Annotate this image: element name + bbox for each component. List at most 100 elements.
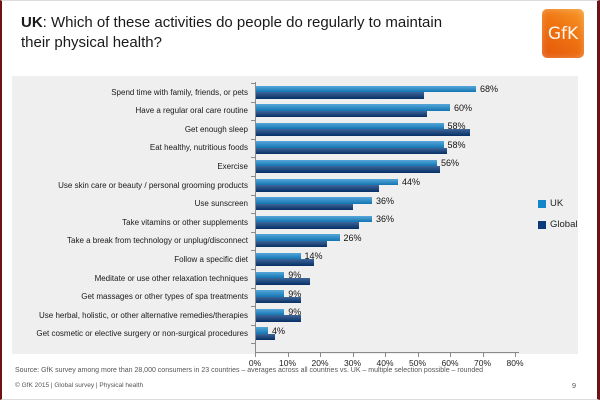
gfk-logo-text: GfK: [547, 23, 579, 44]
category-label: Meditate or use other relaxation techniq…: [94, 273, 248, 283]
bar-global: [255, 185, 379, 192]
category-label: Use sunscreen: [194, 199, 248, 209]
value-label: 36%: [376, 214, 395, 225]
bar-uk: [255, 308, 285, 316]
x-axis-tick-label: 0%: [248, 358, 262, 368]
copyright-note: © GfK 2015 | Global survey | Physical he…: [15, 382, 144, 389]
x-axis-tick: [482, 353, 484, 357]
legend-label: Global: [550, 219, 578, 230]
legend-item-uk: UK: [538, 198, 577, 209]
bar-uk: [255, 104, 450, 111]
source-note: Source: GfK survey among more than 28,00…: [15, 367, 484, 374]
bar-global: [255, 296, 301, 304]
bar-uk: [255, 141, 444, 148]
value-label: 9%: [288, 288, 302, 299]
category-label: Have a regular oral care routine: [135, 106, 248, 116]
x-axis-tick: [255, 353, 256, 357]
value-label: 56%: [441, 158, 460, 169]
x-axis: [255, 352, 519, 353]
bar-global: [255, 110, 428, 118]
value-label: 68%: [480, 84, 499, 94]
chart-row: Get cosmetic or elective surgery or non-…: [12, 326, 578, 345]
x-axis-tick: [450, 353, 451, 357]
category-label: Follow a specific diet: [174, 254, 248, 264]
category-label: Use skin care or beauty / personal groom…: [58, 180, 248, 190]
category-label: Take a break from technology or unplug/d…: [67, 236, 248, 246]
y-axis-tick: [251, 101, 255, 103]
value-label: 58%: [447, 121, 466, 132]
y-axis-tick: [251, 269, 255, 270]
value-label: 9%: [288, 270, 302, 280]
category-label: Spend time with family, friends, or pets: [111, 87, 248, 97]
x-axis-tick-label: 20%: [311, 358, 329, 368]
title-bold-prefix: UK: [21, 14, 43, 31]
page-number: 9: [571, 381, 576, 390]
bar-global: [255, 129, 470, 136]
y-axis-tick: [251, 306, 255, 308]
gfk-logo: GfK: [542, 9, 584, 58]
chart-row: Take vitamins or other supplements 36%: [12, 214, 578, 233]
page-title: UK: Which of these activities do people …: [21, 13, 466, 54]
bar-uk: [255, 178, 398, 185]
value-label: 44%: [402, 177, 421, 187]
bar-uk: [255, 85, 476, 92]
x-axis-tick-label: 50%: [408, 358, 426, 368]
y-axis-tick: [251, 176, 255, 177]
x-axis-tick-label: 80%: [506, 358, 524, 368]
category-label: Use herbal, holistic, or other alternati…: [39, 310, 248, 320]
x-axis-tick: [417, 353, 419, 357]
x-axis-tick: [320, 353, 321, 357]
legend-label: UK: [550, 198, 564, 209]
bar-global: [255, 315, 301, 322]
value-label: 58%: [447, 139, 466, 150]
chart-row: Use skin care or beauty / personal groom…: [12, 177, 578, 196]
x-axis-tick-label: 60%: [441, 358, 459, 368]
chart-row: Use sunscreen 36%: [12, 196, 578, 215]
y-axis-tick: [251, 213, 255, 215]
y-axis-tick: [251, 83, 255, 84]
x-axis-tick: [515, 353, 516, 357]
y-axis-tick: [251, 194, 255, 196]
chart-row: Get massages or other types of spa treat…: [12, 289, 578, 308]
y-axis-tick: [251, 250, 255, 252]
x-axis-tick: [352, 353, 354, 357]
bar-global: [255, 203, 353, 211]
y-axis-tick: [251, 120, 255, 122]
value-label: 4%: [272, 325, 286, 336]
bar-global: [255, 166, 441, 173]
chart-legend: UK Global: [538, 198, 577, 240]
bar-uk: [255, 327, 268, 334]
value-label: 36%: [376, 195, 395, 206]
category-label: Take vitamins or other supplements: [122, 217, 248, 227]
y-axis: [255, 82, 256, 352]
y-axis-tick: [251, 157, 255, 159]
bar-uk: [255, 197, 372, 204]
value-label: 9%: [288, 307, 302, 318]
value-label: 14%: [304, 251, 323, 262]
value-label: 60%: [454, 102, 473, 113]
x-axis-tick-label: 30%: [343, 358, 361, 368]
legend-swatch-icon: [538, 220, 546, 229]
y-axis-tick: [251, 287, 255, 289]
chart-row: Get enough sleep 58%: [12, 121, 578, 140]
bar-global: [255, 333, 275, 341]
chart-row: Follow a specific diet 14%: [12, 251, 578, 270]
category-label: Get cosmetic or elective surgery or non-…: [36, 329, 248, 339]
y-axis-tick: [251, 324, 255, 326]
chart-area: UK Global Spend time with family, friends…: [12, 76, 578, 368]
bar-global: [255, 278, 311, 285]
bar-uk: [255, 215, 372, 223]
category-label: Get enough sleep: [184, 124, 248, 134]
y-axis-tick: [251, 343, 255, 345]
bar-uk: [255, 159, 437, 167]
category-label: Get massages or other types of spa treat…: [81, 292, 248, 302]
bar-global: [255, 147, 447, 155]
legend-swatch-icon: [538, 199, 546, 208]
y-axis-tick: [251, 231, 255, 233]
chart-row: Meditate or use other relaxation techniq…: [12, 270, 578, 289]
bar-uk: [255, 252, 301, 260]
chart-row: Exercise 56%: [12, 158, 578, 177]
x-axis-tick-label: 10%: [278, 358, 296, 368]
value-label: 26%: [343, 232, 362, 243]
chart-row: Have a regular oral care routine 60%: [12, 103, 578, 122]
